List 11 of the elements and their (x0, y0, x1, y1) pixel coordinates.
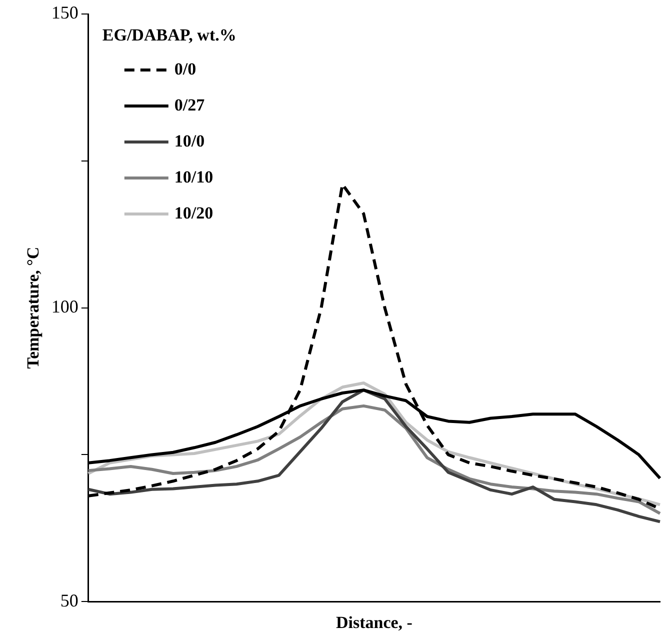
x-axis-title: Distance, - (336, 613, 413, 632)
legend-label: 10/20 (174, 203, 214, 222)
legend-label: 0/27 (174, 95, 206, 114)
y-tick-label: 150 (51, 2, 78, 23)
legend-label: 0/0 (174, 59, 196, 78)
y-tick-label: 100 (51, 296, 78, 317)
legend-label: 10/0 (174, 131, 205, 150)
y-axis-title: Temperature, °C (24, 246, 43, 369)
y-tick-label: 50 (60, 590, 78, 610)
legend-title: EG/DABAP, wt.% (102, 25, 236, 44)
legend-label: 10/10 (174, 167, 214, 186)
